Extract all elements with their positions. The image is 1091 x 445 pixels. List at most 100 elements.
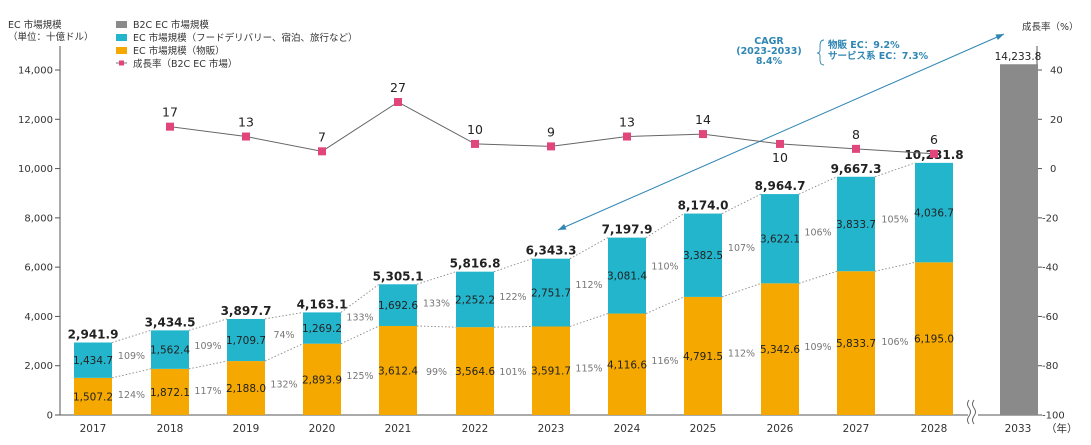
goods-connector bbox=[874, 261, 916, 272]
yoy-service-pct: 110% bbox=[651, 261, 678, 272]
left-tick-label: 8,000 bbox=[24, 213, 53, 224]
x-tick-label: 2022 bbox=[462, 423, 489, 435]
bar-service-label: 3,081.4 bbox=[607, 271, 647, 283]
bar-service-label: 3,833.7 bbox=[836, 219, 876, 231]
bar-goods-label: 3,612.4 bbox=[378, 365, 418, 377]
cagr-arrowhead-start bbox=[558, 224, 567, 230]
yoy-service-pct: 133% bbox=[346, 313, 373, 324]
growth-rate-label: 13 bbox=[238, 115, 254, 130]
right-tick-label: -80 bbox=[1042, 361, 1058, 372]
total-connector bbox=[569, 237, 609, 260]
left-tick-label: 14,000 bbox=[18, 66, 53, 77]
x-tick-label: 2020 bbox=[309, 423, 336, 435]
bars bbox=[74, 64, 1038, 416]
axis-break-mark bbox=[972, 399, 976, 425]
yoy-service-pct: 105% bbox=[881, 214, 908, 225]
bar-goods bbox=[151, 368, 189, 415]
cagr-breakdown-goods: 物販 EC：9.2% bbox=[828, 39, 900, 51]
bar-service bbox=[379, 284, 417, 326]
growth-rate-label: 14 bbox=[695, 112, 711, 127]
growth-rate-label: 10 bbox=[467, 122, 483, 137]
x-tick-label: 2017 bbox=[80, 423, 107, 435]
bar-service-label: 1,709.7 bbox=[226, 335, 266, 347]
yoy-service-pct: 109% bbox=[194, 341, 221, 352]
yoy-goods-pct: 115% bbox=[575, 364, 602, 375]
growth-rate-line: 17 13 7 27 10 9 13 14 10 8 6 bbox=[162, 80, 938, 165]
bar-goods bbox=[227, 361, 265, 415]
x-unit-label: （年） bbox=[1046, 422, 1078, 435]
bar-goods bbox=[915, 262, 953, 415]
trend-connectors bbox=[111, 162, 916, 379]
yoy-service-pct: 133% bbox=[423, 298, 450, 309]
bar-goods bbox=[608, 313, 646, 415]
yoy-goods-pct: 99% bbox=[426, 367, 447, 378]
x-tick-label: 2018 bbox=[157, 423, 184, 435]
yoy-goods-pct: 112% bbox=[728, 349, 755, 360]
bar-total-label: 5,816.8 bbox=[450, 257, 501, 271]
yoy-service-pct: 122% bbox=[499, 292, 526, 303]
right-tick-label: -20 bbox=[1042, 213, 1058, 224]
yoy-service-pct: 109% bbox=[118, 351, 145, 362]
yoy-goods-pct: 124% bbox=[118, 390, 145, 401]
legend-label-service: EC 市場規模（フードデリバリー、宿泊、旅行など） bbox=[133, 32, 358, 44]
yoy-goods-pct: 109% bbox=[804, 342, 831, 353]
x-tick-label: 2024 bbox=[614, 423, 641, 435]
right-tick-label: 0 bbox=[1050, 164, 1056, 175]
goods-connector bbox=[188, 360, 228, 370]
left-tick-label: 0 bbox=[47, 411, 53, 422]
left-tick-label: 12,000 bbox=[18, 115, 53, 126]
goods-connector bbox=[416, 325, 457, 328]
bar-goods bbox=[532, 326, 570, 415]
total-connector bbox=[721, 193, 762, 214]
bar-b2c-label: 14,233.8 bbox=[995, 51, 1042, 63]
bar-goods bbox=[837, 271, 875, 415]
bar-service-label: 1,434.7 bbox=[73, 355, 113, 367]
left-tick-label: 6,000 bbox=[24, 263, 53, 274]
goods-connector bbox=[721, 282, 762, 298]
bar-goods bbox=[379, 325, 417, 415]
goods-connector bbox=[264, 343, 304, 362]
yoy-goods-pct: 106% bbox=[881, 337, 908, 348]
cagr-period: (2023-2033) bbox=[736, 46, 802, 57]
x-tick-label: 2033 bbox=[1005, 423, 1032, 435]
cagr-value: 8.4% bbox=[756, 56, 783, 67]
x-tick-label: 2023 bbox=[538, 423, 565, 435]
right-tick-label: -60 bbox=[1042, 312, 1058, 323]
cagr-brace bbox=[816, 39, 825, 66]
growth-rate-label: 8 bbox=[852, 127, 860, 142]
bar-service bbox=[151, 330, 189, 369]
growth-rate-label: 13 bbox=[619, 115, 635, 130]
legend-label-b2c: B2C EC 市場規模 bbox=[133, 19, 209, 31]
legend-marker-growth bbox=[119, 60, 124, 66]
growth-rate-marker bbox=[699, 130, 707, 139]
bar-goods-label: 3,591.7 bbox=[531, 366, 571, 378]
bar-service-label: 1,562.4 bbox=[150, 345, 190, 357]
bar-total-label: 8,174.0 bbox=[678, 199, 729, 213]
goods-connector bbox=[645, 296, 685, 314]
cagr-title: CAGR bbox=[754, 36, 784, 47]
legend-swatch-goods bbox=[116, 47, 127, 54]
bar-total-label: 8,964.7 bbox=[755, 179, 806, 193]
bar-service-label: 3,622.1 bbox=[760, 234, 800, 246]
bar-service bbox=[456, 271, 494, 328]
bar-service bbox=[74, 342, 112, 378]
bar-goods bbox=[761, 283, 799, 415]
bar-service bbox=[761, 194, 799, 284]
right-tick-label: -100 bbox=[1042, 411, 1065, 422]
growth-rate-marker bbox=[776, 139, 784, 148]
yoy-goods-pct: 101% bbox=[499, 367, 526, 378]
x-tick-label: 2025 bbox=[690, 423, 717, 435]
bar-goods bbox=[456, 327, 494, 415]
bar-service bbox=[915, 162, 953, 263]
bar-goods-label: 5,833.7 bbox=[836, 338, 876, 350]
legend-swatch-b2c bbox=[116, 21, 127, 28]
x-tick-label: 2021 bbox=[385, 423, 412, 435]
legend: B2C EC 市場規模 EC 市場規模（フードデリバリー、宿泊、旅行など） EC… bbox=[116, 19, 358, 70]
left-axis-title-line2: （単位：十億ドル） bbox=[8, 31, 94, 43]
growth-rate-marker bbox=[852, 144, 860, 153]
bar-service-label: 2,252.2 bbox=[455, 294, 495, 306]
goods-connector bbox=[340, 325, 380, 345]
yoy-goods-pct: 117% bbox=[194, 386, 221, 397]
bar-total-label: 2,941.9 bbox=[68, 328, 119, 342]
